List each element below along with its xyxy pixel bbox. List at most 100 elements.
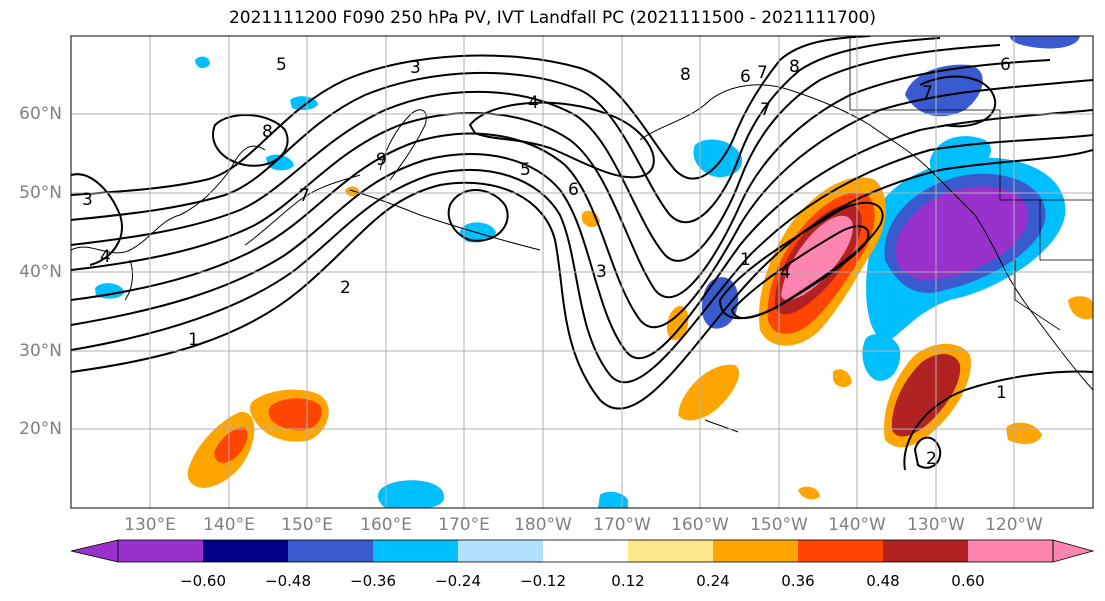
contour-label: 2: [340, 278, 351, 298]
contour-south-2: [913, 436, 942, 469]
lon-label: 140°W: [828, 515, 886, 535]
colorbar-seg: [118, 540, 203, 562]
shading-negative-kam: [460, 222, 496, 243]
coastlines: [71, 84, 1093, 433]
contour-line-2: [71, 134, 1093, 384]
shading-negative-topright: [1010, 36, 1080, 49]
shading-negative-sakh: [266, 154, 294, 171]
shading-positive-central-pink: [781, 215, 853, 301]
lon-label: 160°W: [671, 515, 729, 535]
lon-label: 180°W: [514, 515, 572, 535]
contour-label: 5: [276, 55, 287, 75]
lat-label: 60°N: [19, 104, 62, 124]
colorbar-tick: 0.60: [951, 572, 985, 590]
colorbar-tick: −0.24: [435, 572, 481, 590]
contour-label: 7: [922, 83, 933, 103]
coast-kamchatka: [379, 109, 427, 181]
lat-label: 20°N: [19, 419, 62, 439]
lat-label: 50°N: [19, 183, 62, 203]
colorbar-tick: −0.48: [265, 572, 311, 590]
contour-line-1: [71, 149, 1093, 410]
lon-label: 130°W: [907, 515, 965, 535]
map-frame: [70, 35, 1094, 509]
contour-line-7: [71, 37, 941, 224]
contour-inner-5: [730, 225, 870, 319]
contour-label: 3: [596, 262, 607, 282]
shading-positive-small5: [798, 486, 820, 500]
contour-west-1: [71, 173, 123, 266]
contour-label: 4: [100, 247, 111, 267]
lon-label: 150°E: [281, 515, 333, 535]
shading-positive-wpac-b-red: [268, 398, 322, 431]
boundary-us2: [1014, 260, 1061, 331]
coast-asia: [71, 145, 266, 254]
boundary-canada: [999, 110, 1093, 201]
colorbar-outline: [117, 539, 1054, 563]
boundary-us: [1039, 200, 1093, 261]
lon-label: 170°E: [438, 515, 490, 535]
colorbar-tick: −0.12: [520, 572, 566, 590]
contour-label: 3: [82, 190, 93, 210]
contour-label: 4: [780, 263, 791, 283]
lon-label: 170°W: [593, 515, 651, 535]
contour-label: 1: [740, 250, 751, 270]
shading-positive-south-red: [891, 354, 961, 437]
contour-inner-3: [212, 114, 289, 167]
pv-contours: [71, 36, 1093, 471]
colorbar-seg: [203, 540, 288, 562]
contour-label: 7: [299, 186, 310, 206]
contour-inner-2: [447, 189, 509, 242]
shading-positive-hawaii: [678, 364, 739, 421]
lon-label: 150°W: [750, 515, 808, 535]
contour-line-5: [71, 59, 1051, 299]
colorbar-seg: [288, 540, 373, 562]
colorbar-extend-left: [70, 539, 119, 563]
contour-label: 1: [996, 383, 1007, 403]
colorbar-tick: 0.24: [696, 572, 730, 590]
shading-negative-aleut: [693, 139, 743, 178]
contour-alaska: [919, 75, 997, 128]
shading-positive-wpac-a-red: [214, 427, 248, 463]
coast-islands: [349, 189, 541, 251]
shading-negative-top: [195, 56, 210, 69]
colorbar-seg: [883, 540, 968, 562]
contour-label: 6: [568, 180, 579, 200]
shading-positive-small4: [1068, 296, 1093, 320]
contour-label: 7: [760, 100, 771, 120]
shading-negative-south: [377, 480, 444, 508]
contour-label: 8: [262, 122, 273, 142]
lon-label: 160°E: [360, 515, 412, 535]
colorbar-seg: [798, 540, 883, 562]
contour-line-4: [71, 79, 1093, 329]
contour-label: 7: [757, 63, 768, 83]
colorbar-tick: 0.36: [781, 572, 815, 590]
colorbar-seg: [373, 540, 458, 562]
coast-na: [929, 169, 1093, 391]
shading-negative-sw: [862, 334, 901, 381]
contour-line-8: [71, 36, 871, 196]
colorbar-tick: −0.36: [350, 572, 396, 590]
contour-label: 4: [528, 93, 539, 113]
colorbar-seg: [543, 540, 628, 562]
contour-label: 6: [740, 67, 751, 87]
colorbar-seg: [628, 540, 713, 562]
colorbar: [70, 539, 1095, 563]
contour-line-3: [71, 109, 1093, 359]
colorbar-seg: [713, 540, 798, 562]
contour-south-1: [903, 370, 1093, 471]
contour-label: 9: [376, 150, 387, 170]
shading-positive-small6: [345, 186, 360, 197]
colorbar-seg: [458, 540, 543, 562]
shading-positive-small3: [1006, 422, 1042, 445]
gridlines: [71, 36, 1093, 508]
colorbar-tick: 0.12: [611, 572, 645, 590]
shading-positive-small2: [833, 369, 852, 388]
coast-korea: [124, 259, 133, 301]
coast-hawaii: [704, 419, 739, 433]
colorbar-extend-right: [1052, 539, 1095, 563]
lon-label: 130°E: [124, 515, 176, 535]
colorbar-tick: 0.48: [866, 572, 900, 590]
map-title: 2021111200 F090 250 hPa PV, IVT Landfall…: [228, 8, 876, 28]
contour-label: 6: [1000, 55, 1011, 75]
